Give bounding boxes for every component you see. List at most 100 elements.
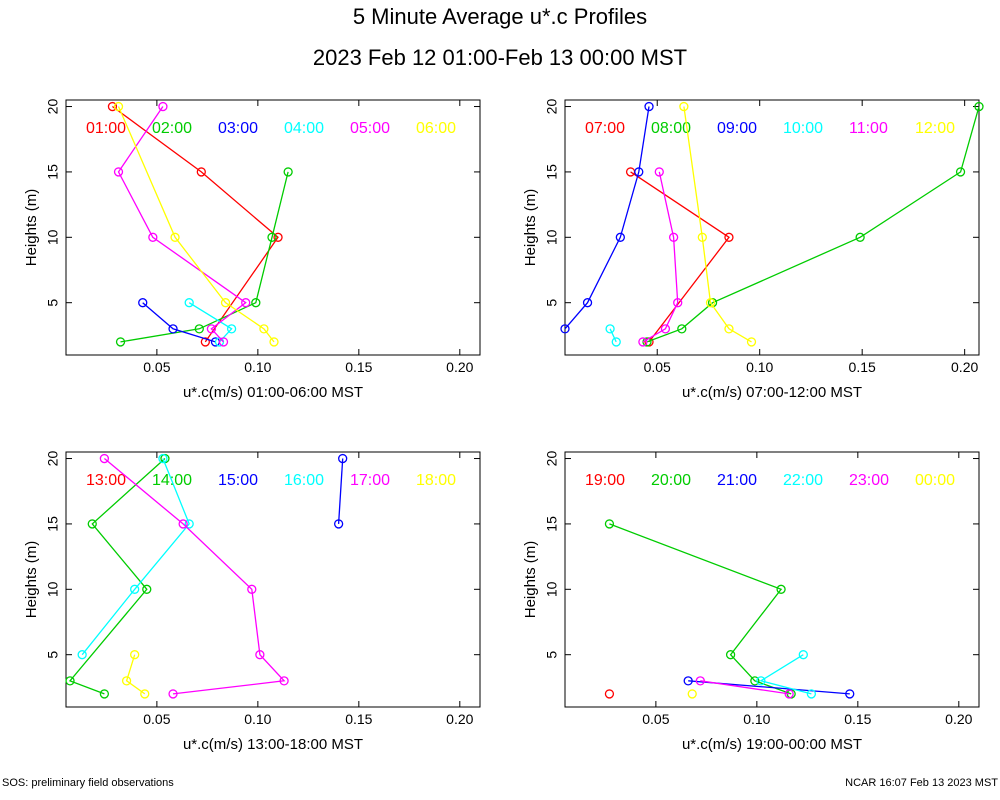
y-tick-label: 15 xyxy=(544,516,560,532)
y-tick-label: 5 xyxy=(544,299,560,307)
data-point xyxy=(130,584,140,594)
legend-entry: 11:00 xyxy=(849,120,888,137)
data-point xyxy=(218,337,229,347)
data-point xyxy=(560,324,570,334)
data-point xyxy=(660,324,671,334)
data-point xyxy=(974,101,984,112)
data-point xyxy=(247,584,257,594)
data-point xyxy=(604,689,615,699)
y-axis-label: Heights (m) xyxy=(522,189,539,267)
y-axis-label: Heights (m) xyxy=(522,541,539,619)
x-tick-label: 0.05 xyxy=(143,711,170,727)
data-point xyxy=(113,167,124,177)
data-point xyxy=(220,298,231,308)
data-point xyxy=(855,232,865,242)
data-point xyxy=(138,298,148,308)
data-point xyxy=(644,101,654,112)
data-point xyxy=(184,519,194,529)
x-tick-label: 0.05 xyxy=(143,359,170,375)
data-point xyxy=(226,324,237,334)
data-point xyxy=(724,324,734,334)
legend-entry: 19:00 xyxy=(585,472,625,489)
series-line xyxy=(630,171,730,343)
series-line xyxy=(609,523,792,695)
data-point xyxy=(611,337,621,347)
data-point xyxy=(140,689,150,699)
series-line xyxy=(120,171,289,343)
y-tick-label: 10 xyxy=(45,229,61,245)
legend-entry: 00:00 xyxy=(915,472,955,489)
plot-panel-1: 0.05 0.10 0.15 0.20 5 10 15 20 u*.c(m/s) 01:00-0… xyxy=(23,99,481,401)
data-point xyxy=(845,689,855,699)
data-point xyxy=(77,650,87,660)
data-point xyxy=(604,519,615,529)
data-point xyxy=(206,324,217,334)
legend-entry: 08:00 xyxy=(651,120,691,137)
data-point xyxy=(267,232,277,242)
series-line xyxy=(700,680,790,695)
y-tick-label: 5 xyxy=(45,299,61,307)
series-line xyxy=(117,106,275,343)
legend-entry: 06:00 xyxy=(416,120,456,137)
data-point xyxy=(679,101,689,112)
data-point xyxy=(668,232,679,242)
series-line xyxy=(125,654,146,695)
data-point xyxy=(625,167,636,177)
x-axis-label: u*.c(m/s) 07:00-12:00 MST xyxy=(682,384,862,401)
data-point xyxy=(955,167,966,177)
y-axis-label: Heights (m) xyxy=(23,189,40,267)
series-line xyxy=(81,458,190,656)
data-point xyxy=(251,298,261,308)
x-tick-label: 0.15 xyxy=(849,359,876,375)
x-tick-label: 0.20 xyxy=(951,359,978,375)
series-line xyxy=(683,106,752,343)
x-tick-label: 0.05 xyxy=(642,711,669,727)
legend-entry: 22:00 xyxy=(783,472,823,489)
data-point xyxy=(241,298,251,308)
x-tick-label: 0.05 xyxy=(644,359,671,375)
data-point xyxy=(142,584,152,594)
legend-entry: 20:00 xyxy=(651,472,691,489)
data-point xyxy=(99,689,110,699)
data-point xyxy=(107,101,118,112)
data-point xyxy=(725,650,736,660)
x-axis-label: u*.c(m/s) 19:00-00:00 MST xyxy=(682,736,862,753)
data-point xyxy=(178,519,188,529)
y-tick-label: 5 xyxy=(544,651,560,659)
legend-entry: 13:00 xyxy=(86,472,126,489)
footer-timestamp: NCAR 16:07 Feb 13 2023 MST xyxy=(845,777,998,789)
series-line xyxy=(609,328,617,343)
y-tick-label: 15 xyxy=(544,164,560,180)
x-tick-label: 0.15 xyxy=(844,711,871,727)
data-point xyxy=(158,101,168,112)
x-axis-label: u*.c(m/s) 13:00-18:00 MST xyxy=(183,736,363,753)
data-point xyxy=(634,167,644,177)
data-point xyxy=(695,676,705,686)
legend-entry: 04:00 xyxy=(284,120,324,137)
data-point xyxy=(184,298,194,308)
legend-entry: 03:00 xyxy=(218,120,258,137)
data-point xyxy=(615,232,625,242)
data-point xyxy=(582,298,593,308)
data-point xyxy=(750,676,760,686)
y-tick-label: 10 xyxy=(544,229,560,245)
legend-entry: 23:00 xyxy=(849,472,889,489)
x-tick-label: 0.20 xyxy=(945,711,972,727)
data-point xyxy=(200,337,210,347)
legend-entry: 07:00 xyxy=(585,120,625,137)
y-tick-label: 10 xyxy=(45,581,61,597)
y-tick-label: 5 xyxy=(45,651,61,659)
footer-note: SOS: preliminary field observations xyxy=(2,777,174,789)
legend-entry: 09:00 xyxy=(717,120,757,137)
legend-entry: 01:00 xyxy=(86,120,126,137)
data-point xyxy=(638,337,648,347)
data-point xyxy=(724,232,734,242)
data-point xyxy=(130,650,140,660)
x-axis-label: u*.c(m/s) 01:00-06:00 MST xyxy=(183,384,363,401)
series-line xyxy=(564,106,650,330)
data-point xyxy=(168,324,178,334)
chart-subtitle: 2023 Feb 12 01:00-Feb 13 00:00 MST xyxy=(312,45,688,70)
series-line xyxy=(142,302,216,343)
plot-frame xyxy=(564,99,980,356)
x-tick-label: 0.15 xyxy=(345,359,372,375)
